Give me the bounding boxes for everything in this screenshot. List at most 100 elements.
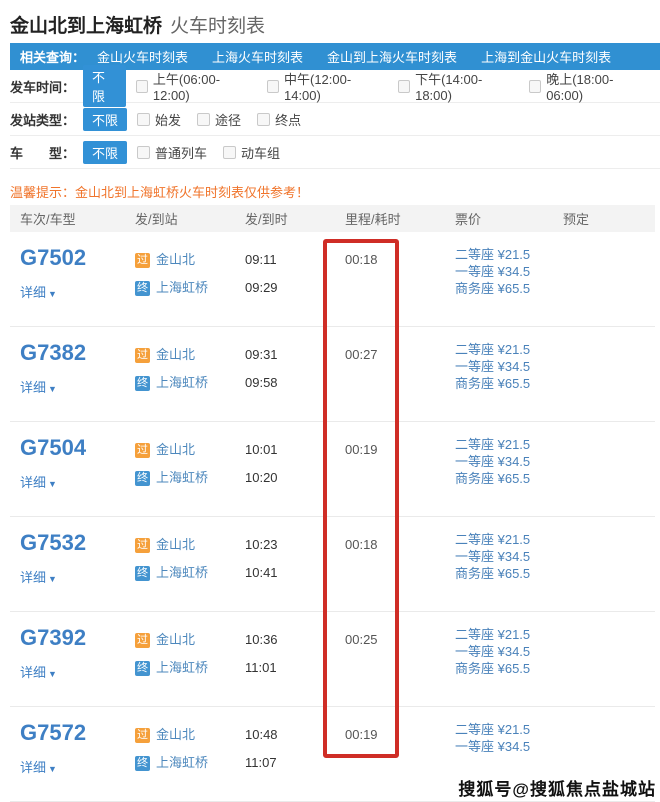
checkbox-icon[interactable] bbox=[528, 79, 542, 93]
table-row: G7504 详细 ▼ 过金山北 终上海虹桥 10:01 10:20 00:19 二… bbox=[10, 422, 655, 517]
chevron-down-icon: ▼ bbox=[48, 479, 57, 489]
checkbox-icon[interactable] bbox=[257, 112, 271, 126]
detail-label: 详细 bbox=[20, 475, 47, 490]
checkbox-icon[interactable] bbox=[397, 79, 411, 93]
checkbox-icon[interactable] bbox=[135, 79, 148, 93]
option-label: 上午(06:00-12:00) bbox=[152, 72, 221, 103]
checkbox-icon[interactable] bbox=[197, 112, 211, 126]
depart-time: 09:31 bbox=[245, 347, 278, 362]
train-number-link[interactable]: G7382 bbox=[20, 340, 87, 365]
pass-badge: 过 bbox=[135, 252, 150, 268]
pass-badge: 过 bbox=[135, 727, 150, 743]
price-first-class: 一等座 ¥34.5 bbox=[455, 264, 531, 279]
filter-option-via[interactable]: 途径 bbox=[197, 110, 241, 129]
arrive-station-link[interactable]: 上海虹桥 bbox=[156, 660, 209, 675]
nav-link-shanghai-to-jinshan[interactable]: 上海到金山火车时刻表 bbox=[481, 50, 612, 65]
option-label: 晚上(18:00-06:00) bbox=[546, 72, 614, 103]
depart-station-link[interactable]: 金山北 bbox=[156, 727, 196, 742]
terminal-badge: 终 bbox=[135, 470, 150, 486]
reserve-cell bbox=[563, 232, 655, 326]
depart-station-link[interactable]: 金山北 bbox=[156, 442, 196, 457]
price-first-class: 一等座 ¥34.5 bbox=[455, 359, 531, 374]
train-number-link[interactable]: G7502 bbox=[20, 245, 87, 270]
checkbox-icon[interactable] bbox=[137, 112, 151, 126]
depart-time: 09:11 bbox=[245, 252, 277, 267]
filter-option-emu[interactable]: 动车组 bbox=[223, 143, 280, 162]
arrive-station-link[interactable]: 上海虹桥 bbox=[156, 755, 209, 770]
train-number-link[interactable]: G7532 bbox=[20, 530, 87, 555]
option-label: 中午(12:00-14:00) bbox=[283, 72, 352, 103]
filter-option-evening[interactable]: 晚上(18:00-06:00) bbox=[528, 69, 644, 103]
option-label: 途径 bbox=[215, 112, 242, 128]
reserve-cell bbox=[563, 612, 655, 706]
terminal-badge: 终 bbox=[135, 375, 150, 391]
filter-option-origin[interactable]: 始发 bbox=[137, 110, 181, 129]
depart-time: 10:36 bbox=[245, 632, 278, 647]
arrive-station-link[interactable]: 上海虹桥 bbox=[156, 565, 209, 580]
arrive-time: 10:20 bbox=[245, 470, 278, 485]
pass-badge: 过 bbox=[135, 347, 150, 363]
arrive-station-link[interactable]: 上海虹桥 bbox=[156, 375, 209, 390]
depart-station-link[interactable]: 金山北 bbox=[156, 347, 196, 362]
filter-option-noon[interactable]: 中午(12:00-14:00) bbox=[266, 69, 382, 103]
detail-link[interactable]: 详细 ▼ bbox=[20, 282, 135, 301]
checkbox-icon[interactable] bbox=[266, 79, 279, 93]
option-label: 动车组 bbox=[241, 145, 281, 161]
detail-link[interactable]: 详细 ▼ bbox=[20, 377, 135, 396]
terminal-badge: 终 bbox=[135, 660, 150, 676]
checkbox-icon[interactable] bbox=[223, 145, 237, 159]
depart-station-link[interactable]: 金山北 bbox=[156, 252, 196, 267]
unlimited-button[interactable]: 不限 bbox=[83, 107, 128, 131]
table-row: G7532 详细 ▼ 过金山北 终上海虹桥 10:23 10:41 00:18 二… bbox=[10, 517, 655, 612]
filter-option-morning[interactable]: 上午(06:00-12:00) bbox=[135, 69, 251, 103]
filter-label: 发站类型： bbox=[10, 112, 76, 128]
filter-option-ordinary-train[interactable]: 普通列车 bbox=[137, 143, 207, 162]
depart-station-link[interactable]: 金山北 bbox=[156, 537, 196, 552]
train-number-link[interactable]: G7504 bbox=[20, 435, 87, 460]
nav-link-shanghai[interactable]: 上海火车时刻表 bbox=[212, 50, 304, 65]
detail-link[interactable]: 详细 ▼ bbox=[20, 472, 135, 491]
arrive-station-link[interactable]: 上海虹桥 bbox=[156, 280, 209, 295]
reserve-cell bbox=[563, 327, 655, 421]
terminal-badge: 终 bbox=[135, 280, 150, 296]
depart-time: 10:23 bbox=[245, 537, 278, 552]
unlimited-button[interactable]: 不限 bbox=[83, 65, 126, 107]
nav-link-jinshan-to-shanghai[interactable]: 金山到上海火车时刻表 bbox=[327, 50, 458, 65]
filter-station-type: 发站类型： 不限 始发 途径 终点 bbox=[10, 103, 660, 136]
warm-tip: 温馨提示：金山北到上海虹桥火车时刻表仅供参考！ bbox=[10, 185, 310, 200]
detail-link[interactable]: 详细 ▼ bbox=[20, 757, 135, 776]
header-train: 车次/车型 bbox=[20, 212, 76, 227]
detail-label: 详细 bbox=[20, 380, 47, 395]
price-second-class: 二等座 ¥21.5 bbox=[455, 722, 531, 737]
filter-option-terminus[interactable]: 终点 bbox=[257, 110, 301, 129]
page-subtitle: 火车时刻表 bbox=[170, 16, 266, 37]
duration-value: 00:19 bbox=[345, 442, 378, 457]
table-row: G7382 详细 ▼ 过金山北 终上海虹桥 09:31 09:58 00:27 二… bbox=[10, 327, 655, 422]
table-row: G7392 详细 ▼ 过金山北 终上海虹桥 10:36 11:01 00:25 二… bbox=[10, 612, 655, 707]
arrive-time: 09:58 bbox=[245, 375, 278, 390]
depart-station-link[interactable]: 金山北 bbox=[156, 632, 196, 647]
header-stations: 发/到站 bbox=[135, 212, 178, 227]
depart-time: 10:01 bbox=[245, 442, 278, 457]
filter-option-afternoon[interactable]: 下午(14:00-18:00) bbox=[397, 69, 513, 103]
price-second-class: 二等座 ¥21.5 bbox=[455, 532, 531, 547]
arrive-time: 09:29 bbox=[245, 280, 278, 295]
option-label: 终点 bbox=[275, 112, 302, 128]
arrive-station-link[interactable]: 上海虹桥 bbox=[156, 470, 209, 485]
chevron-down-icon: ▼ bbox=[48, 574, 57, 584]
detail-link[interactable]: 详细 ▼ bbox=[20, 662, 135, 681]
page-title: 金山北到上海虹桥 火车时刻表 bbox=[0, 0, 660, 43]
checkbox-icon[interactable] bbox=[137, 145, 151, 159]
duration-value: 00:27 bbox=[345, 347, 378, 362]
train-number-link[interactable]: G7572 bbox=[20, 720, 87, 745]
duration-value: 00:19 bbox=[345, 727, 378, 742]
depart-time: 10:48 bbox=[245, 727, 278, 742]
detail-label: 详细 bbox=[20, 760, 47, 775]
detail-link[interactable]: 详细 ▼ bbox=[20, 567, 135, 586]
train-number-link[interactable]: G7392 bbox=[20, 625, 87, 650]
price-first-class: 一等座 ¥34.5 bbox=[455, 549, 531, 564]
price-second-class: 二等座 ¥21.5 bbox=[455, 627, 531, 642]
unlimited-button[interactable]: 不限 bbox=[83, 140, 128, 164]
route-title: 金山北到上海虹桥 bbox=[10, 16, 163, 37]
nav-link-jinshan[interactable]: 金山火车时刻表 bbox=[97, 50, 189, 65]
